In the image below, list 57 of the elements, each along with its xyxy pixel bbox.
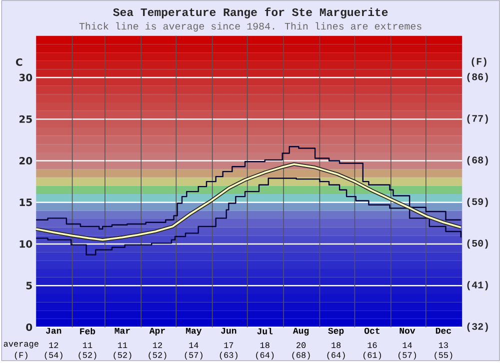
text: (57) bbox=[398, 352, 416, 360]
text: 14 bbox=[189, 342, 198, 348]
y-tick-label: 0 bbox=[26, 323, 32, 332]
text: (52) bbox=[78, 352, 96, 360]
text: (F) bbox=[14, 352, 28, 360]
text: (64) bbox=[327, 352, 345, 360]
text: 12 bbox=[153, 342, 162, 348]
x-tick-label: Jul bbox=[257, 328, 273, 334]
text: 20 bbox=[296, 342, 306, 348]
y2-tick-label: (77) bbox=[467, 114, 488, 124]
x-tick-label: Nov bbox=[400, 328, 416, 334]
y2-tick-label: (68) bbox=[467, 156, 488, 166]
text: 17 bbox=[224, 342, 234, 348]
y-tick-label: 10 bbox=[20, 240, 32, 248]
y-tick-label: 30 bbox=[19, 74, 32, 82]
x-tick-label: Apr bbox=[149, 328, 165, 336]
text: (63) bbox=[220, 352, 238, 360]
y-tick-label: 20 bbox=[19, 157, 32, 165]
y2-tick-label: (86) bbox=[467, 72, 488, 82]
text: (57) bbox=[184, 352, 202, 360]
y-tick-label: 5 bbox=[26, 282, 32, 290]
y2-tick-label: (50) bbox=[467, 239, 488, 249]
x-tick-label: Aug bbox=[292, 328, 309, 336]
text: 16 bbox=[368, 342, 377, 348]
text: (52) bbox=[148, 352, 166, 360]
text: 11 bbox=[118, 342, 128, 348]
text: 12 bbox=[49, 342, 58, 348]
y2-axis-title: (F) bbox=[472, 58, 486, 67]
x-tick-label: Dec bbox=[436, 328, 451, 334]
y2-tick-label: (32) bbox=[467, 322, 488, 332]
text: (68) bbox=[292, 352, 310, 360]
line-series bbox=[34, 162, 463, 242]
y2-tick-label: (41) bbox=[467, 280, 488, 290]
x-tick-label: May bbox=[186, 328, 202, 336]
x-tick-label: Feb bbox=[80, 328, 96, 334]
text: 18 bbox=[332, 342, 341, 348]
x-tick-label: Oct bbox=[364, 328, 380, 334]
text: (54) bbox=[44, 352, 62, 360]
text: 11 bbox=[82, 342, 92, 348]
chart-subtitle: Thick line is average since 1984. Thin lines are extremes bbox=[79, 22, 422, 32]
x-tick-label: Jan bbox=[46, 328, 62, 334]
text: (52) bbox=[114, 352, 132, 360]
text: 14 bbox=[402, 342, 412, 348]
text: (55) bbox=[434, 352, 452, 360]
text: average bbox=[4, 342, 38, 348]
text: (64) bbox=[256, 352, 274, 360]
y-tick-label: 25 bbox=[19, 115, 32, 123]
y-tick-label: 15 bbox=[20, 198, 32, 206]
x-tick-label: Mar bbox=[114, 328, 130, 334]
y2-tick-label: (59) bbox=[467, 198, 488, 208]
text: 13 bbox=[438, 342, 448, 348]
text: 18 bbox=[260, 342, 270, 348]
chart-title: Sea Temperature Range for Ste Marguerite bbox=[113, 8, 388, 18]
x-tick-label: Sep bbox=[328, 328, 344, 336]
text: (61) bbox=[363, 352, 381, 360]
y-axis-title: C bbox=[16, 58, 22, 66]
x-tick-label: Jun bbox=[221, 328, 236, 334]
